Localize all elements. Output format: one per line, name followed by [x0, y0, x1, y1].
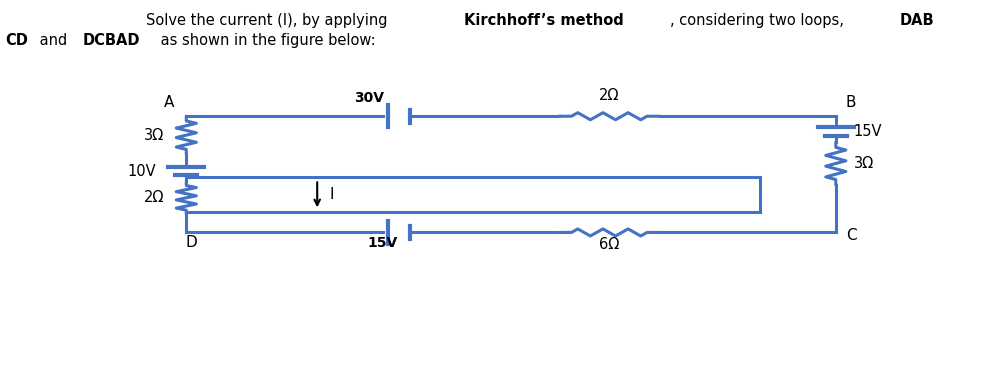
- Text: CD: CD: [5, 33, 28, 48]
- Text: 3Ω: 3Ω: [144, 128, 164, 143]
- Text: B: B: [846, 95, 856, 110]
- Text: 2Ω: 2Ω: [144, 190, 164, 205]
- Text: 30V: 30V: [354, 91, 385, 105]
- Text: , considering two loops,: , considering two loops,: [670, 13, 848, 28]
- Text: and: and: [34, 33, 71, 48]
- Text: 15V: 15V: [854, 124, 882, 139]
- Text: Solve the current (I), by applying: Solve the current (I), by applying: [146, 13, 392, 28]
- Text: I: I: [329, 187, 333, 202]
- Text: 3Ω: 3Ω: [854, 156, 874, 171]
- Text: Kirchhoff’s method: Kirchhoff’s method: [463, 13, 623, 28]
- Text: D: D: [185, 235, 197, 250]
- Text: 6Ω: 6Ω: [599, 236, 619, 252]
- Text: 10V: 10V: [128, 164, 156, 179]
- Text: A: A: [164, 95, 174, 110]
- Text: 2Ω: 2Ω: [599, 88, 619, 103]
- Text: 15V: 15V: [368, 236, 398, 250]
- Text: as shown in the figure below:: as shown in the figure below:: [156, 33, 376, 48]
- Text: DAB: DAB: [900, 13, 934, 28]
- Text: DCBAD: DCBAD: [83, 33, 140, 48]
- Text: C: C: [846, 228, 857, 243]
